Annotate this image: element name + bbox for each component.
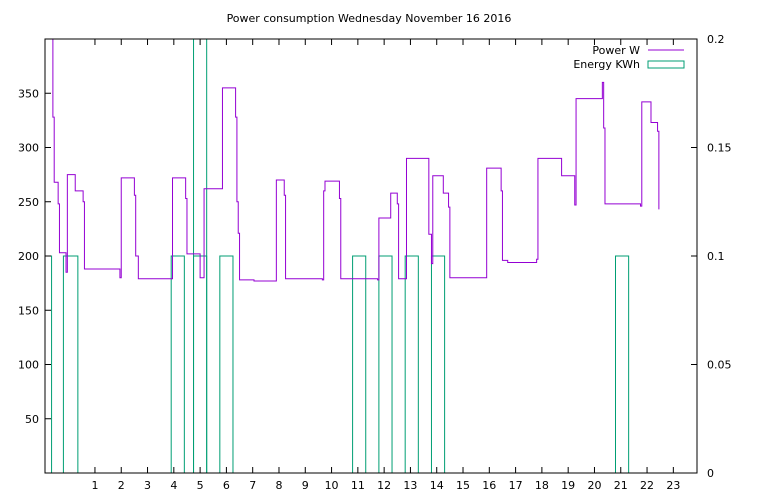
x-tick-label: 2 bbox=[118, 479, 125, 492]
y-tick-label: 200 bbox=[18, 250, 39, 263]
power-series bbox=[51, 38, 660, 282]
x-tick-label: 11 bbox=[351, 479, 365, 492]
x-tick-label: 10 bbox=[325, 479, 339, 492]
x-tick-label: 1 bbox=[91, 479, 98, 492]
power-line bbox=[51, 38, 660, 282]
x-tick-label: 15 bbox=[456, 479, 470, 492]
y2-tick-label: 0.05 bbox=[707, 359, 732, 372]
x-tick-label: 13 bbox=[403, 479, 417, 492]
y-tick-label: 250 bbox=[18, 196, 39, 209]
x-tick-label: 3 bbox=[144, 479, 151, 492]
energy-bar bbox=[352, 255, 367, 473]
energy-bar bbox=[62, 255, 79, 473]
energy-series bbox=[44, 38, 630, 473]
x-tick-label: 17 bbox=[509, 479, 523, 492]
y2-tick-label: 0 bbox=[707, 467, 714, 480]
x-tick-label: 7 bbox=[249, 479, 256, 492]
legend: Power W Energy KWh bbox=[573, 44, 685, 71]
x-tick-label: 9 bbox=[302, 479, 309, 492]
y2-tick-label: 0.2 bbox=[707, 33, 725, 46]
x-tick-label: 19 bbox=[561, 479, 575, 492]
x-tick-label: 8 bbox=[275, 479, 282, 492]
legend-swatch-energy bbox=[647, 60, 685, 69]
x-tick-label: 18 bbox=[535, 479, 549, 492]
y-tick-label: 100 bbox=[18, 359, 39, 372]
y-tick-label: 350 bbox=[18, 87, 39, 100]
axes: 1 2 3 4 5 6 7 8 9 10 11 12 13 14 15 16 17 18 19 20 21 22 23501… bbox=[18, 33, 732, 492]
x-tick-label: 22 bbox=[640, 479, 654, 492]
energy-bar bbox=[378, 255, 393, 473]
x-tick-label: 23 bbox=[666, 479, 680, 492]
y-tick-label: 50 bbox=[25, 413, 39, 426]
x-tick-label: 21 bbox=[614, 479, 628, 492]
energy-bar bbox=[615, 255, 630, 473]
y2-tick-label: 0.15 bbox=[707, 142, 732, 155]
legend-label-power: Power W bbox=[592, 44, 640, 57]
energy-bar bbox=[430, 255, 446, 473]
energy-bar bbox=[219, 255, 234, 473]
x-tick-label: 14 bbox=[430, 479, 444, 492]
y-tick-label: 300 bbox=[18, 142, 39, 155]
x-tick-label: 12 bbox=[377, 479, 391, 492]
legend-label-energy: Energy KWh bbox=[573, 58, 640, 71]
energy-bar bbox=[170, 255, 185, 473]
x-tick-label: 6 bbox=[223, 479, 230, 492]
x-tick-label: 4 bbox=[170, 479, 177, 492]
energy-bar bbox=[404, 255, 419, 473]
x-tick-label: 5 bbox=[197, 479, 204, 492]
y-tick-label: 150 bbox=[18, 304, 39, 317]
plot-frame bbox=[44, 38, 698, 474]
chart-title: Power consumption Wednesday November 16 … bbox=[227, 12, 512, 25]
x-tick-label: 20 bbox=[587, 479, 601, 492]
x-tick-label: 16 bbox=[482, 479, 496, 492]
energy-bar bbox=[193, 255, 208, 473]
y2-tick-label: 0.1 bbox=[707, 250, 725, 263]
